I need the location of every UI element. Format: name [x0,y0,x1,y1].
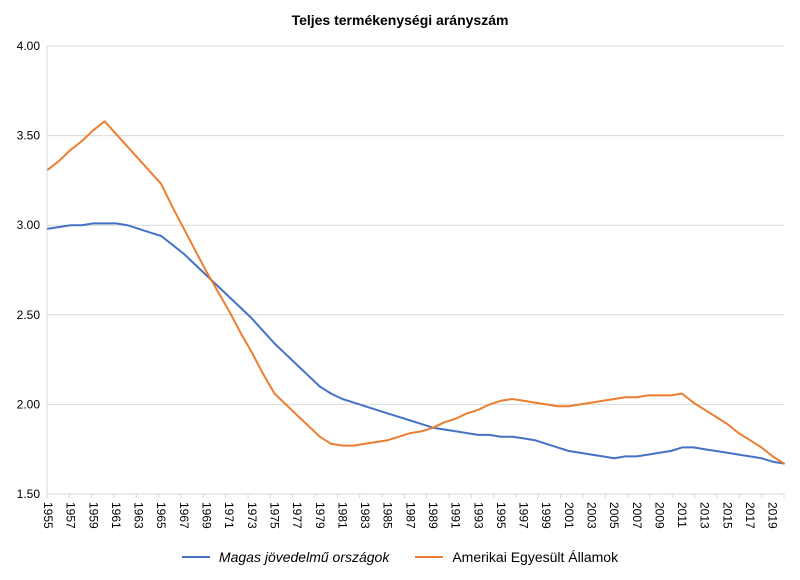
x-axis-label: 2007 [630,502,644,529]
high-income-line-marker [181,556,210,558]
chart-legend: Magas jövedelmű országok Amerikai Egyesü… [0,549,800,565]
legend-item-high-income: Magas jövedelmű országok [181,549,390,565]
y-axis-label: 3.00 [17,218,41,232]
x-axis-label: 2013 [698,502,712,529]
x-axis-label: 1955 [41,502,55,529]
x-axis-label: 1969 [200,502,214,529]
x-axis-label: 1961 [109,502,123,529]
x-axis-label: 1991 [449,502,463,529]
x-axis-label: 1987 [403,502,417,529]
x-axis-label: 2017 [743,502,757,529]
y-axis-label: 1.50 [17,487,41,501]
legend-item-usa: Amerikai Egyesült Államok [415,549,618,565]
x-axis-label: 2003 [585,502,599,529]
y-axis-label: 3.50 [17,129,41,143]
x-axis-label: 1963 [132,502,146,529]
x-axis-label: 1965 [154,502,168,529]
x-axis-label: 1957 [64,502,78,529]
x-axis-label: 1979 [313,502,327,529]
x-axis-label: 1971 [222,502,236,529]
legend-label-high-income: Magas jövedelmű országok [218,549,390,565]
x-axis-label: 1997 [517,502,531,529]
x-axis-label: 2015 [720,502,734,529]
x-axis-label: 1999 [539,502,553,529]
x-axis-label: 2019 [766,502,780,529]
x-axis-label: 2011 [675,502,689,528]
x-axis-label: 1989 [426,502,440,529]
x-axis-label: 1977 [290,502,304,529]
x-axis-label: 1985 [381,502,395,529]
x-axis-label: 1967 [177,502,191,529]
x-axis-label: 2001 [562,502,576,529]
x-axis-label: 1995 [494,502,508,529]
x-axis-label: 1973 [245,502,259,529]
x-axis-label: 2009 [652,502,666,529]
legend-label-usa: Amerikai Egyesült Államok [452,549,619,565]
x-axis-label: 1983 [358,502,372,529]
chart-title: Teljes termékenységi arányszám [291,12,509,28]
usa-line-marker [415,556,444,558]
series-line-high-income [47,222,785,465]
x-axis-label: 1993 [471,502,485,529]
x-axis-label: 1959 [86,502,100,529]
y-axis-label: 2.00 [17,397,41,411]
x-axis-label: 1975 [267,502,281,529]
x-axis-label: 2005 [607,502,621,529]
series-line-usa [47,120,785,465]
y-axis-label: 4.00 [17,39,41,53]
y-axis-label: 2.50 [17,308,41,322]
x-axis-label: 1981 [335,502,349,529]
